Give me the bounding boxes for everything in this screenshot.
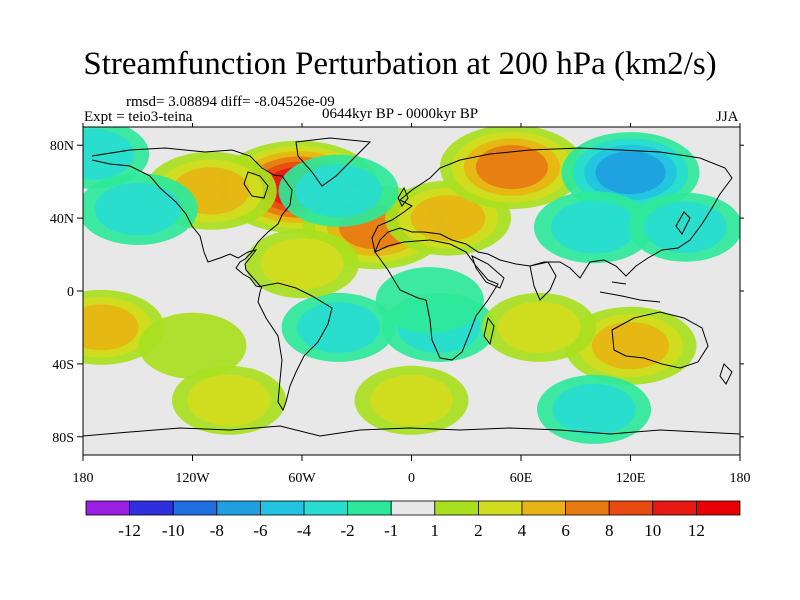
colorbar-swatch <box>172 500 218 516</box>
coast-indonesia <box>599 281 661 303</box>
anomaly-contour <box>552 383 636 435</box>
anomaly-contour <box>297 301 380 353</box>
anomaly-center-13 <box>281 292 396 362</box>
y-tick-label: 40S <box>52 358 74 373</box>
coastlines <box>83 137 740 437</box>
anomaly-contour <box>295 164 382 218</box>
colorbar-label: 6 <box>561 521 570 540</box>
colorbar-swatch <box>652 500 697 516</box>
y-tick-label: 80S <box>52 431 74 446</box>
x-tick-label: 60E <box>510 471 533 486</box>
anomaly-center-6 <box>561 132 700 214</box>
anomaly-center-18 <box>172 365 286 435</box>
colorbar-swatch <box>129 500 174 516</box>
anomaly-contour <box>187 374 271 426</box>
x-tick-label: 60W <box>288 471 316 486</box>
colorbar: -12 -10 -8 -6 -4 -2 -1 1 2 4 6 8 10 12 <box>85 500 741 540</box>
anomaly-contour <box>94 182 181 236</box>
anomaly-center-19 <box>537 374 651 444</box>
coast-australia <box>611 311 709 369</box>
anomaly-center-7 <box>534 191 654 264</box>
colorbar-label: -8 <box>210 521 224 540</box>
coast-south-america <box>257 282 333 412</box>
x-tick-label: 180 <box>730 471 751 486</box>
anomaly-contour <box>83 304 139 351</box>
coast-greenland <box>295 137 372 187</box>
chart-title: Streamfunction Perturbation at 200 hPa (… <box>83 46 717 82</box>
x-tick-label: 0 <box>408 471 415 486</box>
colorbar-label: 2 <box>474 521 483 540</box>
coast-arabia <box>471 255 505 289</box>
anomaly-center-10 <box>83 127 150 189</box>
anomaly-center-21 <box>245 229 359 299</box>
map-axes: 180 120W 60W 0 60E 120E 180 80N 40N 0 40S 80S <box>50 123 751 486</box>
anomaly-contour <box>550 200 638 254</box>
coast-japan <box>675 211 691 235</box>
anomaly-field <box>83 127 740 455</box>
anomaly-center-11 <box>83 289 165 365</box>
colorbar-swatch <box>696 500 741 516</box>
colorbar-swatch <box>477 500 523 516</box>
colorbar-label: 4 <box>518 521 527 540</box>
anomaly-contour <box>370 374 453 426</box>
colorbar-swatch <box>347 500 392 516</box>
colorbar-swatch <box>608 500 654 516</box>
colorbar-swatch <box>303 500 348 516</box>
colorbar-label: -4 <box>297 521 312 540</box>
colorbar-swatch <box>521 500 566 516</box>
coast-hudson-bay <box>243 171 269 199</box>
anomaly-center-20 <box>375 267 484 334</box>
colorbar-label: 8 <box>605 521 614 540</box>
coast-india <box>529 261 557 301</box>
x-tick-label: 120W <box>175 471 210 486</box>
anomaly-contour <box>260 238 344 290</box>
colorbar-label: 1 <box>431 521 440 540</box>
colorbar-label: -6 <box>253 521 267 540</box>
anomaly-contour <box>591 322 670 370</box>
coast-madagascar <box>483 316 495 346</box>
anomaly-center-9 <box>83 173 198 245</box>
colorbar-swatch <box>390 500 436 516</box>
coast-north-america <box>91 147 293 288</box>
colorbar-swatch <box>85 500 130 516</box>
anomaly-contour <box>410 195 486 242</box>
anomaly-contour <box>595 151 666 195</box>
y-tick-label: 40N <box>50 212 74 227</box>
coast-uk <box>397 186 409 207</box>
anomaly-contour <box>497 301 581 353</box>
anomaly-center-4 <box>278 154 399 227</box>
colorbar-label: -12 <box>118 521 141 540</box>
y-tick-label: 80N <box>50 139 74 154</box>
x-tick-label: 120E <box>616 471 646 486</box>
anomaly-contour <box>375 267 484 334</box>
colorbar-swatch <box>216 500 261 516</box>
colorbar-swatch <box>259 500 305 516</box>
coast-africa <box>374 239 499 361</box>
anomaly-center-16 <box>482 292 597 362</box>
colorbar-label: -10 <box>162 521 185 540</box>
colorbar-label: -1 <box>384 521 398 540</box>
rmsd-label: rmsd= 3.08894 diff= -8.04526e-09 <box>126 94 335 110</box>
period-label: 0644kyr BP - 0000kyr BP <box>322 106 479 122</box>
colorbar-label: 12 <box>688 521 705 540</box>
experiment-label: Expt = teio3-teina <box>84 109 193 125</box>
anomaly-contour <box>475 145 548 190</box>
anomaly-contour <box>138 312 247 379</box>
anomaly-center-12 <box>138 312 247 379</box>
coast-new-zealand <box>719 363 733 385</box>
anomaly-center-17 <box>354 365 469 435</box>
anomaly-center-5 <box>144 151 277 230</box>
coast-eurasia <box>371 147 733 279</box>
colorbar-swatch <box>434 500 479 516</box>
anomaly-contour <box>83 128 134 180</box>
y-tick-label: 0 <box>67 285 74 300</box>
coast-antarctica <box>83 425 740 437</box>
x-tick-label: 180 <box>73 471 94 486</box>
colorbar-label: 10 <box>644 521 661 540</box>
season-label: JJA <box>716 109 739 125</box>
colorbar-label: -2 <box>341 521 355 540</box>
anomaly-center-15 <box>564 306 697 385</box>
colorbar-swatch <box>565 500 610 516</box>
